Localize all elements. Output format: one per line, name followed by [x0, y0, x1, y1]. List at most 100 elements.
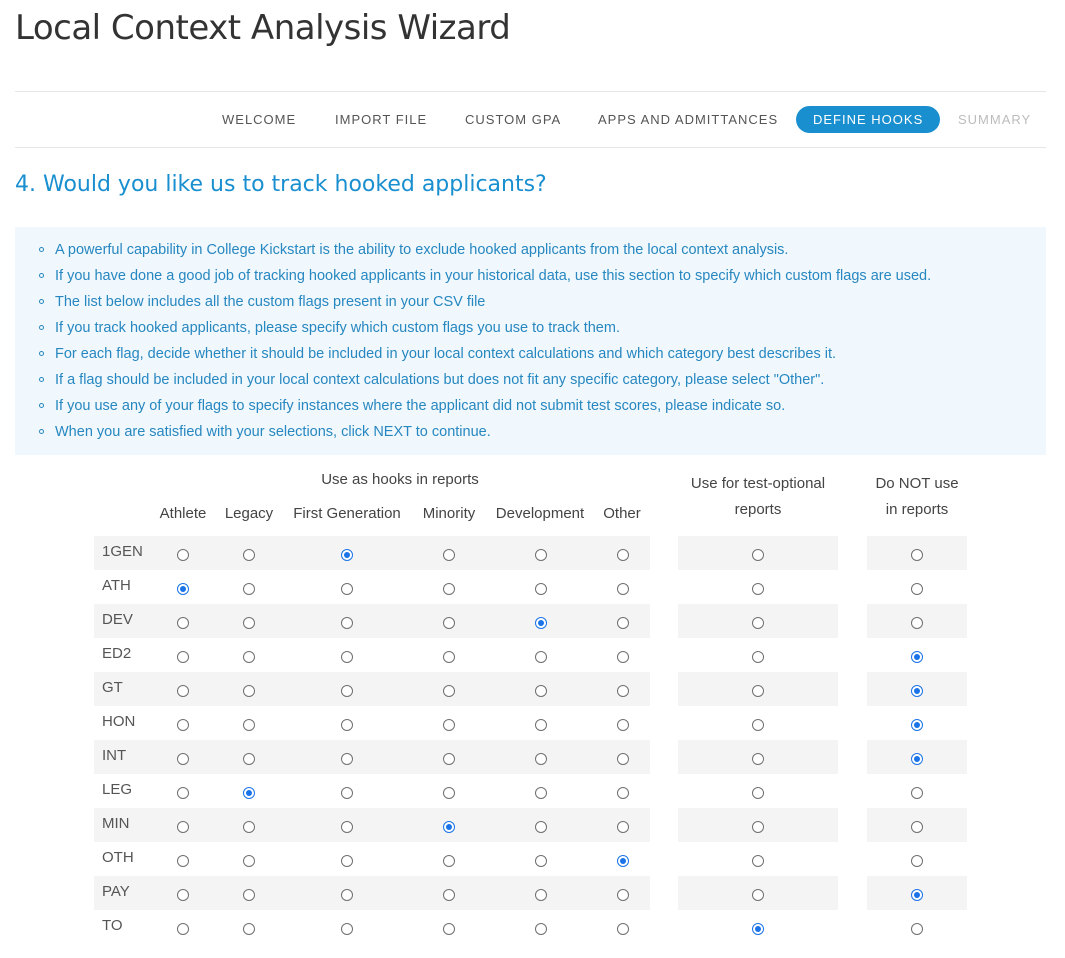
radio-legacy[interactable]	[243, 787, 255, 799]
radio-test-optional[interactable]	[752, 923, 764, 935]
radio-not-use[interactable]	[911, 685, 923, 697]
radio-minority[interactable]	[443, 787, 455, 799]
radio-development[interactable]	[535, 583, 547, 595]
radio-not-use[interactable]	[911, 855, 923, 867]
radio-development[interactable]	[535, 889, 547, 901]
radio-legacy[interactable]	[243, 923, 255, 935]
radio-other[interactable]	[617, 685, 629, 697]
radio-other[interactable]	[617, 719, 629, 731]
radio-development[interactable]	[535, 821, 547, 833]
radio-athlete[interactable]	[177, 821, 189, 833]
radio-athlete[interactable]	[177, 583, 189, 595]
radio-legacy[interactable]	[243, 719, 255, 731]
radio-not-use[interactable]	[911, 821, 923, 833]
radio-other[interactable]	[617, 651, 629, 663]
radio-test-optional[interactable]	[752, 889, 764, 901]
radio-other[interactable]	[617, 787, 629, 799]
radio-test-optional[interactable]	[752, 753, 764, 765]
radio-athlete[interactable]	[177, 923, 189, 935]
radio-not-use[interactable]	[911, 549, 923, 561]
radio-first-generation[interactable]	[341, 821, 353, 833]
radio-athlete[interactable]	[177, 719, 189, 731]
radio-test-optional[interactable]	[752, 651, 764, 663]
radio-minority[interactable]	[443, 923, 455, 935]
step-welcome[interactable]: WELCOME	[222, 112, 297, 127]
radio-development[interactable]	[535, 719, 547, 731]
radio-athlete[interactable]	[177, 855, 189, 867]
step-define-hooks[interactable]: DEFINE HOOKS	[796, 106, 941, 133]
radio-athlete[interactable]	[177, 549, 189, 561]
radio-first-generation[interactable]	[341, 787, 353, 799]
radio-legacy[interactable]	[243, 583, 255, 595]
radio-athlete[interactable]	[177, 651, 189, 663]
radio-not-use[interactable]	[911, 719, 923, 731]
radio-test-optional[interactable]	[752, 617, 764, 629]
radio-development[interactable]	[535, 855, 547, 867]
radio-minority[interactable]	[443, 583, 455, 595]
radio-not-use[interactable]	[911, 583, 923, 595]
radio-other[interactable]	[617, 753, 629, 765]
radio-development[interactable]	[535, 651, 547, 663]
radio-test-optional[interactable]	[752, 855, 764, 867]
radio-other[interactable]	[617, 855, 629, 867]
radio-athlete[interactable]	[177, 787, 189, 799]
radio-minority[interactable]	[443, 753, 455, 765]
radio-minority[interactable]	[443, 651, 455, 663]
radio-minority[interactable]	[443, 549, 455, 561]
radio-other[interactable]	[617, 549, 629, 561]
radio-development[interactable]	[535, 923, 547, 935]
radio-not-use[interactable]	[911, 923, 923, 935]
radio-athlete[interactable]	[177, 617, 189, 629]
radio-minority[interactable]	[443, 889, 455, 901]
radio-first-generation[interactable]	[341, 753, 353, 765]
step-custom-gpa[interactable]: CUSTOM GPA	[465, 112, 562, 127]
radio-legacy[interactable]	[243, 651, 255, 663]
radio-legacy[interactable]	[243, 617, 255, 629]
radio-minority[interactable]	[443, 685, 455, 697]
radio-minority[interactable]	[443, 821, 455, 833]
radio-not-use[interactable]	[911, 889, 923, 901]
radio-other[interactable]	[617, 923, 629, 935]
radio-first-generation[interactable]	[341, 685, 353, 697]
radio-development[interactable]	[535, 549, 547, 561]
radio-development[interactable]	[535, 753, 547, 765]
radio-first-generation[interactable]	[341, 651, 353, 663]
radio-test-optional[interactable]	[752, 719, 764, 731]
radio-legacy[interactable]	[243, 889, 255, 901]
radio-other[interactable]	[617, 821, 629, 833]
radio-athlete[interactable]	[177, 889, 189, 901]
radio-not-use[interactable]	[911, 787, 923, 799]
radio-legacy[interactable]	[243, 753, 255, 765]
radio-first-generation[interactable]	[341, 889, 353, 901]
radio-minority[interactable]	[443, 719, 455, 731]
radio-athlete[interactable]	[177, 753, 189, 765]
radio-test-optional[interactable]	[752, 685, 764, 697]
radio-legacy[interactable]	[243, 855, 255, 867]
radio-first-generation[interactable]	[341, 923, 353, 935]
radio-athlete[interactable]	[177, 685, 189, 697]
radio-not-use[interactable]	[911, 651, 923, 663]
radio-not-use[interactable]	[911, 753, 923, 765]
step-import-file[interactable]: IMPORT FILE	[335, 112, 428, 127]
radio-first-generation[interactable]	[341, 617, 353, 629]
radio-test-optional[interactable]	[752, 549, 764, 561]
radio-not-use[interactable]	[911, 617, 923, 629]
radio-first-generation[interactable]	[341, 855, 353, 867]
radio-test-optional[interactable]	[752, 787, 764, 799]
radio-legacy[interactable]	[243, 549, 255, 561]
radio-legacy[interactable]	[243, 821, 255, 833]
radio-test-optional[interactable]	[752, 821, 764, 833]
radio-other[interactable]	[617, 889, 629, 901]
radio-other[interactable]	[617, 583, 629, 595]
radio-test-optional[interactable]	[752, 583, 764, 595]
radio-development[interactable]	[535, 787, 547, 799]
radio-minority[interactable]	[443, 855, 455, 867]
step-apps-and-admittances[interactable]: APPS AND ADMITTANCES	[598, 112, 779, 127]
radio-first-generation[interactable]	[341, 719, 353, 731]
radio-minority[interactable]	[443, 617, 455, 629]
radio-development[interactable]	[535, 685, 547, 697]
radio-other[interactable]	[617, 617, 629, 629]
radio-first-generation[interactable]	[341, 583, 353, 595]
radio-legacy[interactable]	[243, 685, 255, 697]
radio-first-generation[interactable]	[341, 549, 353, 561]
